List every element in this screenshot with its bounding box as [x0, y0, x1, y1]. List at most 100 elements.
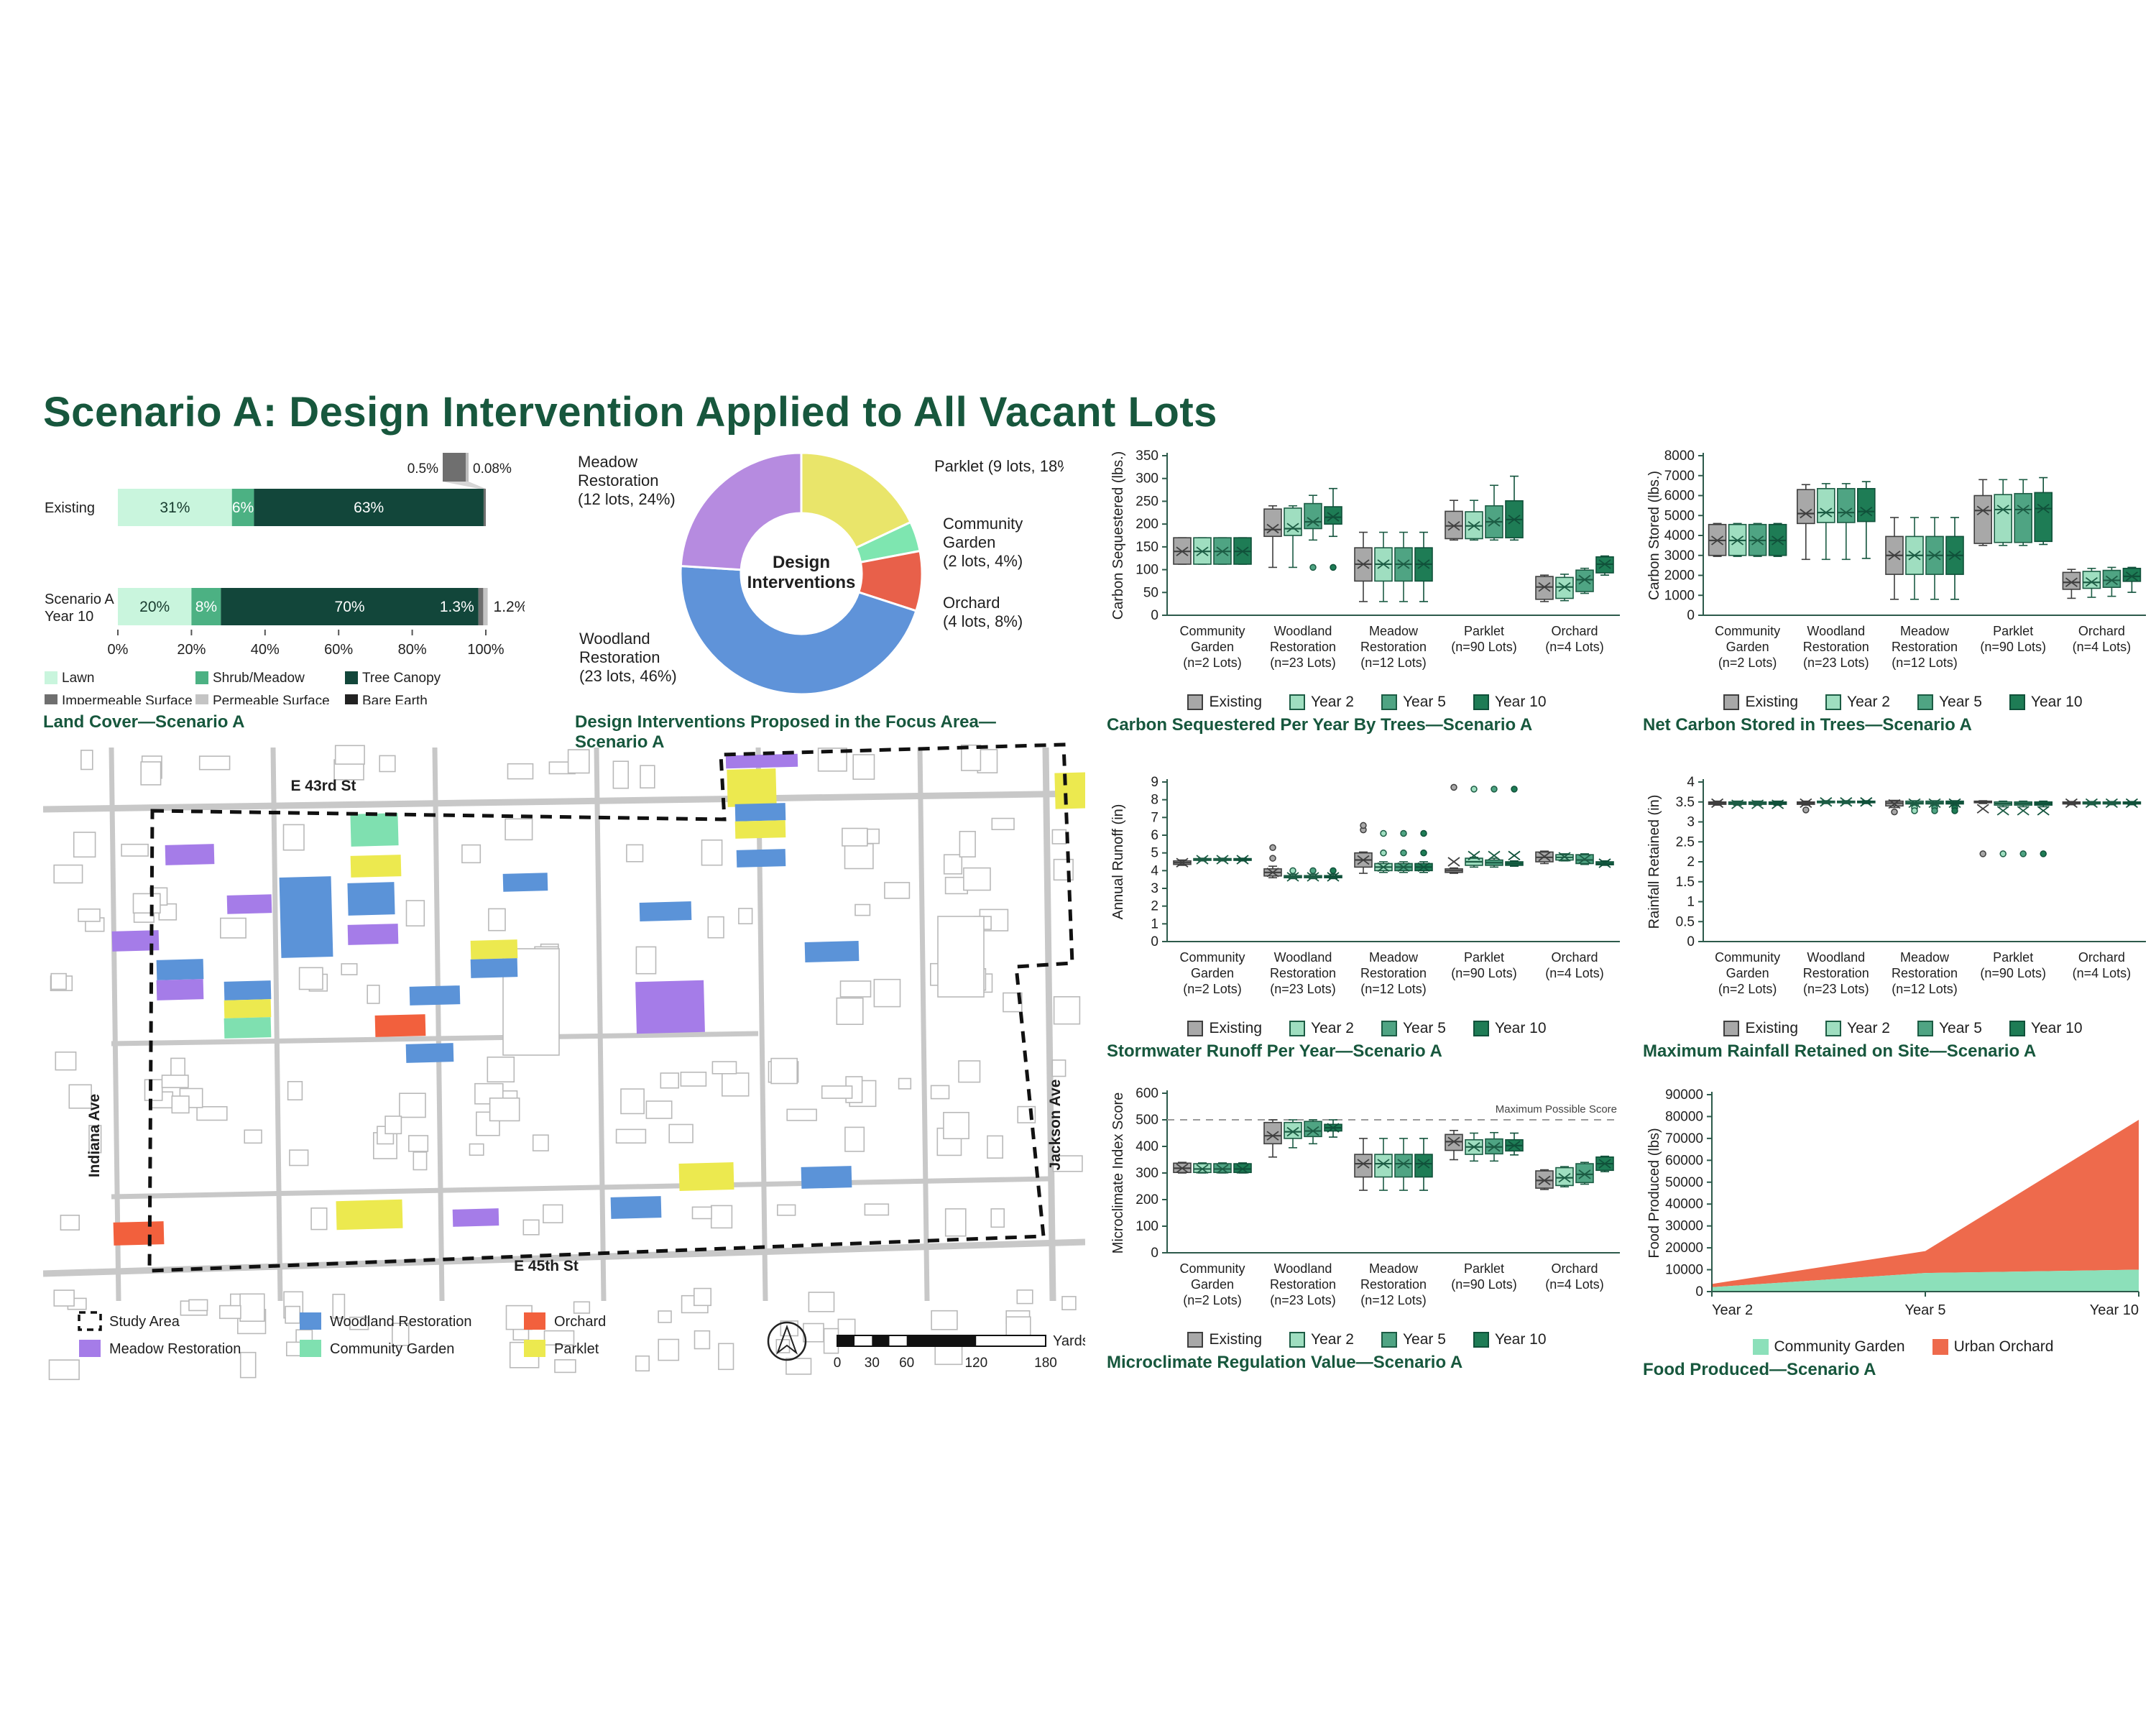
svg-text:(n=4 Lots): (n=4 Lots)	[2073, 966, 2132, 980]
legend-item-year-10: Year 10	[1473, 1331, 1547, 1348]
svg-text:(n=23 Lots): (n=23 Lots)	[1270, 982, 1336, 996]
svg-text:Tree Canopy: Tree Canopy	[362, 671, 441, 686]
map-lot-meadow	[165, 844, 215, 865]
legend-item-year-2: Year 2	[1289, 1331, 1354, 1348]
legend-swatch	[1289, 1332, 1305, 1348]
map-lot-parklet	[350, 855, 402, 878]
svg-text:Lawn: Lawn	[62, 671, 94, 686]
rainfall-caption: Maximum Rainfall Retained on Site—Scenar…	[1643, 1041, 2037, 1061]
map-lot-parklet	[734, 820, 786, 839]
svg-text:7000: 7000	[1664, 469, 1695, 484]
svg-text:150: 150	[1135, 540, 1158, 555]
svg-text:Year 5: Year 5	[1904, 1302, 1945, 1318]
svg-text:Food Produced (lbs): Food Produced (lbs)	[1646, 1128, 1662, 1258]
svg-text:300: 300	[1135, 1166, 1158, 1181]
carbon-sequestered-chart: 0 50 100 150 200 250 300 350 Carbon Sequestered …	[1110, 448, 1620, 670]
legend-item-existing: Existing	[1187, 694, 1262, 711]
svg-text:20%: 20%	[139, 599, 170, 615]
svg-text:3: 3	[1151, 881, 1158, 896]
svg-text:(n=90 Lots): (n=90 Lots)	[1980, 966, 2046, 980]
svg-text:3: 3	[1687, 815, 1695, 830]
svg-text:Meadow: Meadow	[1369, 624, 1419, 638]
legend-item-year-5: Year 5	[1917, 1020, 1982, 1037]
svg-text:(n=23 Lots): (n=23 Lots)	[1270, 1293, 1336, 1307]
land-cover-panel: Existing 31% 6% 63% 0.5% 0.08% Scenario A Year …	[43, 451, 528, 732]
legend-item-year-10: Year 10	[2009, 694, 2083, 711]
svg-text:4: 4	[1687, 775, 1695, 790]
map-lot-woodland	[405, 1043, 454, 1063]
svg-text:(4 lots, 8%): (4 lots, 8%)	[943, 612, 1023, 630]
legend-item-year-2: Year 2	[1289, 1020, 1354, 1037]
svg-text:Maximum Possible Score: Maximum Possible Score	[1496, 1103, 1617, 1116]
svg-text:Yards: Yards	[1053, 1333, 1085, 1349]
legend-item-existing: Existing	[1187, 1020, 1262, 1037]
map-lot-woodland	[347, 882, 395, 916]
stormwater-panel: 0 1 2 3 4 5 6 7 8 9 Annual Runoff (in) Community Gar…	[1107, 770, 1627, 1062]
net-carbon-panel: 0 1000 2000 3000 4000 5000 6000 7000 8000 Carbon …	[1643, 444, 2156, 735]
svg-text:250: 250	[1135, 494, 1158, 509]
svg-text:1.2%: 1.2%	[494, 599, 525, 615]
svg-text:80%: 80%	[398, 642, 427, 658]
svg-text:8: 8	[1151, 793, 1158, 808]
map-streets	[42, 747, 1086, 1302]
svg-text:5: 5	[1151, 846, 1158, 861]
legend-swatch	[1473, 694, 1489, 710]
svg-text:Community: Community	[1179, 1261, 1245, 1276]
legend-item-existing: Existing	[1187, 1331, 1262, 1348]
rainfall-legend: Existing Year 2 Year 5 Year 10	[1643, 1020, 2156, 1037]
svg-text:Restoration: Restoration	[1360, 1277, 1427, 1292]
svg-text:(n=23 Lots): (n=23 Lots)	[1803, 982, 1869, 996]
svg-text:4: 4	[1151, 863, 1158, 878]
legend-swatch	[2009, 1021, 2025, 1036]
map-lot-meadow	[156, 979, 204, 1000]
legend-swatch	[1381, 1021, 1397, 1036]
svg-text:Woodland: Woodland	[1274, 624, 1332, 638]
svg-text:Garden: Garden	[1726, 966, 1769, 980]
legend-swatch	[1289, 694, 1305, 710]
svg-text:80000: 80000	[1665, 1109, 1703, 1124]
svg-text:1.3%: 1.3%	[440, 599, 474, 615]
svg-text:Jackson Ave: Jackson Ave	[1047, 1080, 1064, 1171]
svg-text:8%: 8%	[195, 599, 217, 615]
svg-text:E 45th St: E 45th St	[514, 1258, 579, 1274]
svg-text:Existing: Existing	[45, 500, 95, 516]
svg-text:Microclimate Index Score: Microclimate Index Score	[1110, 1092, 1126, 1254]
svg-text:350: 350	[1135, 448, 1158, 464]
legend-item-community-garden: Community Garden	[1752, 1338, 1905, 1356]
svg-text:Community Garden: Community Garden	[330, 1341, 454, 1357]
map-legend: Study Area Woodland Restoration Orchard Mea…	[78, 1311, 606, 1357]
svg-text:(n=12 Lots): (n=12 Lots)	[1892, 982, 1958, 996]
map-lot-woodland	[156, 959, 204, 980]
map-lot-parklet	[727, 768, 777, 807]
map-lot-community	[224, 1017, 272, 1039]
legend-swatch	[1825, 1021, 1841, 1036]
svg-text:(n=4 Lots): (n=4 Lots)	[1545, 640, 1604, 654]
svg-text:Woodland: Woodland	[1807, 624, 1865, 638]
svg-text:(n=2 Lots): (n=2 Lots)	[1183, 656, 1242, 670]
svg-text:(n=2 Lots): (n=2 Lots)	[1183, 1293, 1242, 1307]
svg-text:(n=90 Lots): (n=90 Lots)	[1451, 640, 1517, 654]
svg-text:Parklet: Parklet	[1464, 1261, 1504, 1276]
svg-text:30: 30	[865, 1356, 880, 1371]
svg-text:60000: 60000	[1665, 1153, 1703, 1168]
donut-caption: Design Interventions Proposed in the Foc…	[575, 712, 996, 752]
svg-text:1: 1	[1151, 916, 1158, 932]
microclimate-caption: Microclimate Regulation Value—Scenario A	[1107, 1353, 1463, 1372]
svg-text:Annual Runoff (in): Annual Runoff (in)	[1110, 804, 1126, 920]
svg-text:Parklet: Parklet	[1993, 950, 2033, 965]
svg-text:Restoration: Restoration	[578, 472, 659, 489]
svg-text:Woodland: Woodland	[1807, 950, 1865, 965]
map-lot-meadow	[635, 980, 705, 1034]
svg-text:100%: 100%	[467, 642, 504, 658]
svg-text:Orchard: Orchard	[1551, 950, 1598, 965]
svg-text:0.5%: 0.5%	[407, 461, 438, 477]
map-lot-meadow	[226, 894, 272, 914]
svg-text:3.5: 3.5	[1676, 795, 1695, 810]
svg-text:Orchard: Orchard	[1551, 624, 1598, 638]
svg-text:Parklet (9 lots, 18%): Parklet (9 lots, 18%)	[934, 457, 1064, 475]
map-lot-orchard	[113, 1221, 165, 1246]
svg-text:30000: 30000	[1665, 1219, 1703, 1234]
svg-text:0: 0	[1151, 934, 1158, 949]
svg-text:0: 0	[1151, 1246, 1158, 1261]
donut-slice-parklet	[800, 451, 913, 550]
